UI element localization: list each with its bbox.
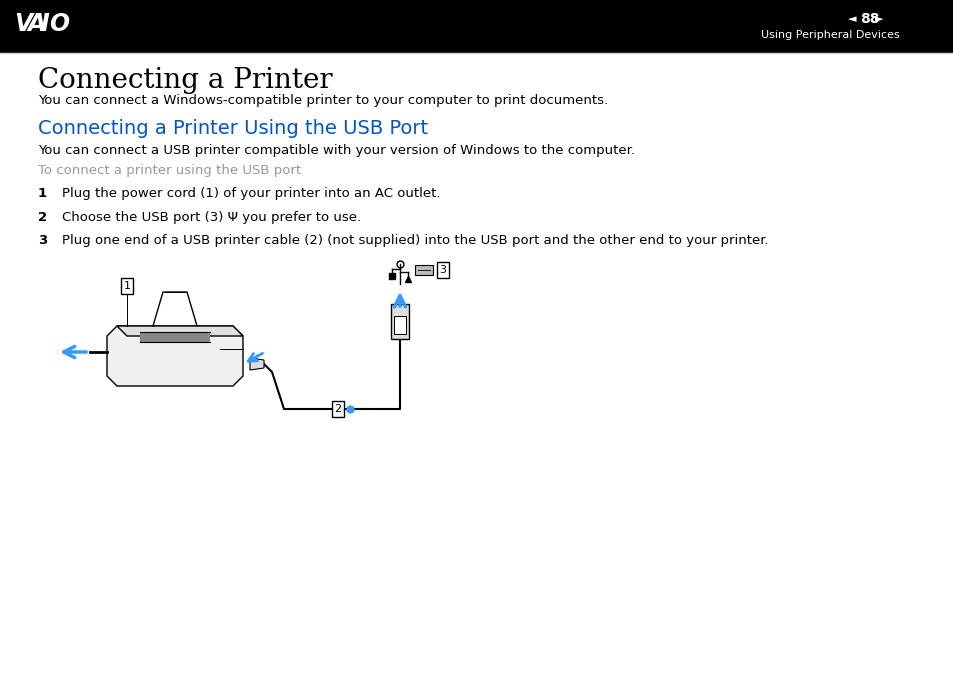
Polygon shape	[107, 326, 243, 386]
Text: 3: 3	[38, 234, 48, 247]
Polygon shape	[250, 358, 264, 370]
Text: 3: 3	[439, 265, 446, 275]
Text: ◄: ◄	[847, 14, 856, 24]
Text: 2: 2	[38, 211, 47, 224]
Polygon shape	[140, 332, 210, 342]
Text: 88: 88	[859, 12, 879, 26]
Text: O: O	[49, 12, 69, 36]
Text: I: I	[41, 12, 50, 36]
Text: ►: ►	[874, 14, 882, 24]
Bar	[0, 0, 953, 52]
Text: 1: 1	[38, 187, 47, 200]
Text: To connect a printer using the USB port: To connect a printer using the USB port	[38, 164, 301, 177]
Text: Using Peripheral Devices: Using Peripheral Devices	[760, 30, 899, 40]
Text: V: V	[14, 12, 32, 36]
Text: Connecting a Printer: Connecting a Printer	[38, 67, 333, 94]
Text: Plug the power cord (1) of your printer into an AC outlet.: Plug the power cord (1) of your printer …	[62, 187, 440, 200]
Text: 1: 1	[123, 281, 131, 291]
Text: 2: 2	[335, 404, 341, 414]
Bar	[391, 304, 409, 339]
Text: You can connect a USB printer compatible with your version of Windows to the com: You can connect a USB printer compatible…	[38, 144, 635, 157]
Bar	[415, 265, 433, 275]
Text: Connecting a Printer Using the USB Port: Connecting a Printer Using the USB Port	[38, 119, 428, 138]
Text: Choose the USB port (3) Ψ you prefer to use.: Choose the USB port (3) Ψ you prefer to …	[62, 211, 361, 224]
Polygon shape	[117, 326, 243, 336]
Text: Plug one end of a USB printer cable (2) (not supplied) into the USB port and the: Plug one end of a USB printer cable (2) …	[62, 234, 768, 247]
Text: You can connect a Windows-compatible printer to your computer to print documents: You can connect a Windows-compatible pri…	[38, 94, 607, 107]
Text: A: A	[28, 12, 46, 36]
Bar	[394, 316, 406, 334]
